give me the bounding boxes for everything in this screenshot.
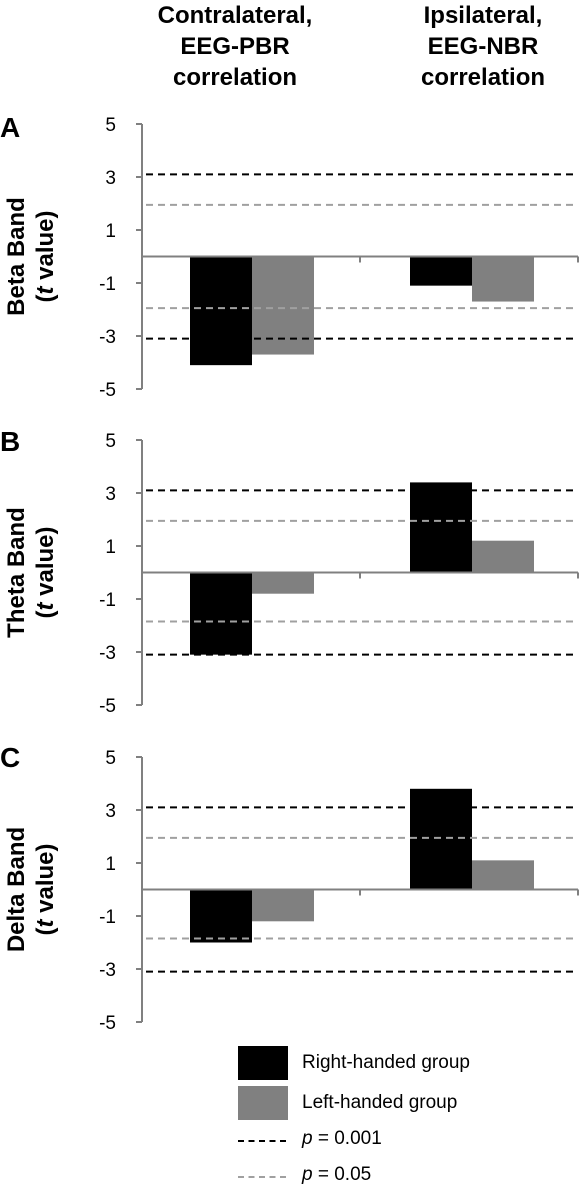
legend-label-p005: p = 0.05	[302, 1164, 371, 1186]
y-tick-label: 3	[105, 168, 116, 189]
panel-letter-c: C	[0, 742, 21, 773]
column-header-line: correlation	[420, 64, 546, 91]
legend-p-symbol: p	[302, 1164, 313, 1185]
legend-swatch-left-handed	[238, 1086, 288, 1120]
bar-right-handed-ipsilateral	[410, 788, 472, 890]
panel-letter-a: A	[0, 112, 21, 143]
y-axis-label-t-symbol: t	[32, 602, 59, 611]
column-header-line: correlation	[172, 64, 298, 91]
legend-item-p001: p = 0.001	[234, 1122, 574, 1156]
column-header-line: EEG-PBR	[180, 33, 290, 60]
legend-p-value: = 0.001	[312, 1128, 382, 1149]
legend-line-p001	[238, 1140, 286, 1142]
column-header-line: Contralateral,	[157, 2, 313, 29]
y-axis-label-unit: (t value)	[32, 210, 59, 302]
y-tick-label: 5	[105, 431, 116, 452]
bar-left-handed-ipsilateral	[472, 256, 534, 302]
y-axis-label-band: Delta Band	[3, 827, 30, 952]
bar-right-handed-contralateral	[190, 256, 252, 366]
y-axis-label-unit: (t value)	[32, 843, 59, 935]
bar-right-handed-ipsilateral	[410, 482, 472, 573]
y-tick-label: 1	[105, 854, 116, 875]
bar-left-handed-contralateral	[252, 889, 314, 922]
y-tick-label: -3	[99, 643, 116, 664]
panel-letter-b: B	[0, 426, 21, 457]
column-header-line: EEG-NBR	[427, 33, 539, 60]
y-tick-label: 5	[105, 748, 116, 769]
legend-p-symbol: p	[302, 1128, 313, 1149]
bar-right-handed-ipsilateral	[410, 256, 472, 286]
y-tick-label: -1	[99, 907, 116, 928]
legend-item-left-handed: Left-handed group	[234, 1086, 574, 1120]
y-tick-label: -5	[99, 1013, 116, 1034]
y-axis-label-band: Beta Band	[3, 197, 30, 316]
legend-label-left-handed: Left-handed group	[302, 1092, 458, 1113]
y-tick-label: -1	[99, 590, 116, 611]
y-tick-label: 3	[105, 484, 116, 505]
y-axis-label-unit: (t value)	[32, 526, 59, 618]
y-axis-label-t-symbol: t	[32, 919, 59, 928]
legend-p-value: = 0.05	[312, 1164, 372, 1185]
bar-right-handed-contralateral	[190, 572, 252, 655]
bar-left-handed-ipsilateral	[472, 860, 534, 890]
column-header-ipsilateral: Ipsilateral, EEG-NBR correlation	[358, 0, 584, 93]
legend-label-right-handed: Right-handed group	[302, 1052, 470, 1073]
y-tick-label: 5	[105, 115, 116, 136]
legend-item-right-handed: Right-handed group	[234, 1046, 574, 1080]
y-axis-label-t-symbol: t	[32, 286, 59, 295]
y-tick-label: -1	[99, 274, 116, 295]
y-tick-label: -3	[99, 960, 116, 981]
legend-item-p005: p = 0.05	[234, 1158, 574, 1192]
column-header-line: Ipsilateral,	[423, 2, 543, 29]
legend-line-p005	[238, 1176, 286, 1178]
y-tick-label: 3	[105, 801, 116, 822]
bar-left-handed-ipsilateral	[472, 540, 534, 573]
column-header-contralateral: Contralateral, EEG-PBR correlation	[110, 0, 360, 93]
y-tick-label: -5	[99, 380, 116, 401]
legend-label-p001: p = 0.001	[302, 1128, 382, 1150]
y-tick-label: 1	[105, 537, 116, 558]
bar-left-handed-contralateral	[252, 572, 314, 594]
bar-right-handed-contralateral	[190, 889, 252, 943]
legend-swatch-right-handed	[238, 1046, 288, 1080]
y-tick-label: 1	[105, 221, 116, 242]
y-axis-label-band: Theta Band	[3, 507, 30, 638]
y-tick-label: -3	[99, 327, 116, 348]
bar-left-handed-contralateral	[252, 256, 314, 355]
y-tick-label: -5	[99, 696, 116, 717]
